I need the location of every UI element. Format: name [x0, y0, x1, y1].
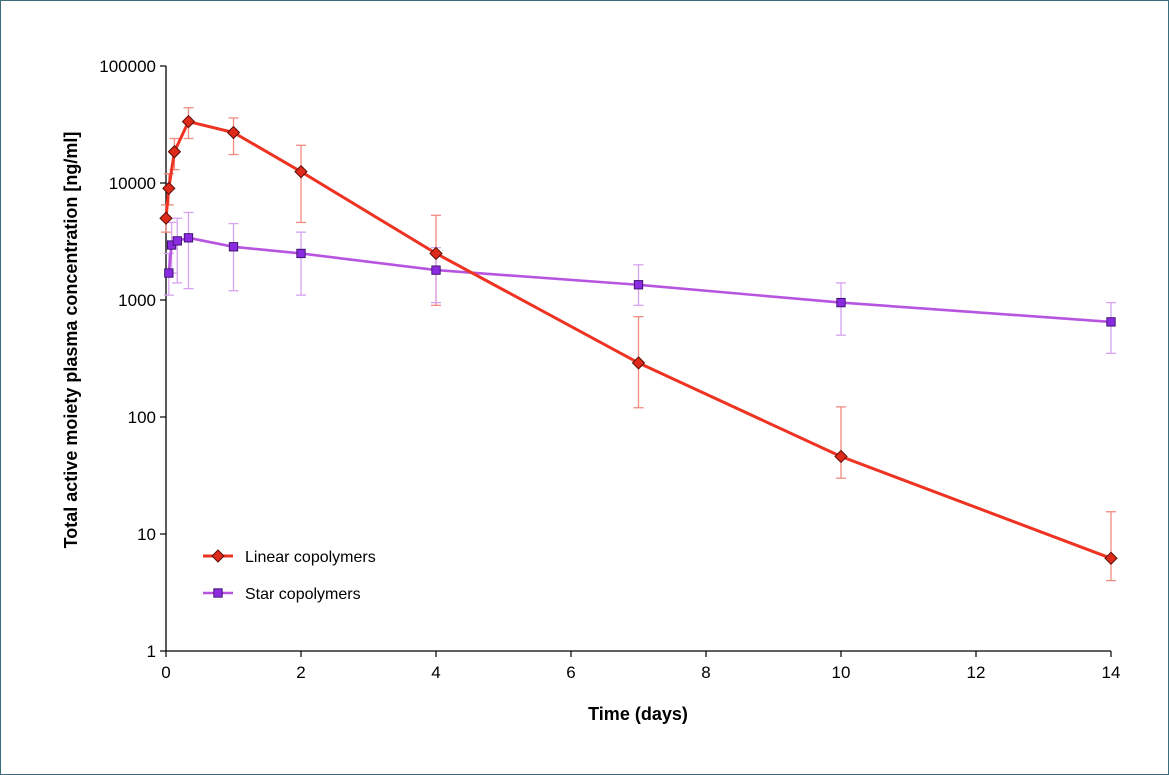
series-line-1	[167, 236, 1112, 324]
y-tick-label: 10000	[109, 174, 156, 193]
legend-marker	[211, 549, 225, 563]
legend-label: Linear copolymers	[245, 549, 376, 566]
data-point	[164, 268, 174, 278]
y-axis-title: Total active moiety plasma concentration…	[61, 132, 81, 549]
x-tick-label: 8	[701, 663, 710, 682]
data-point	[159, 211, 173, 225]
series-markers-0	[159, 114, 1118, 565]
data-point	[1104, 551, 1118, 565]
x-tick-label: 10	[832, 663, 851, 682]
data-point	[633, 280, 644, 290]
data-point	[294, 164, 308, 179]
data-point	[1106, 317, 1116, 327]
series-layer	[159, 107, 1118, 582]
x-tick-label: 12	[967, 663, 986, 682]
data-point	[167, 145, 182, 159]
error-bars-0	[161, 107, 1116, 582]
data-point	[836, 297, 846, 308]
series-line-0	[164, 120, 1112, 560]
legend-item-0: Linear copolymers	[203, 549, 376, 566]
data-point	[631, 356, 646, 370]
y-tick-label: 1	[147, 642, 156, 661]
legend-marker	[213, 588, 223, 598]
series-markers-1	[164, 233, 1116, 327]
data-point	[296, 248, 306, 259]
data-point	[834, 449, 848, 464]
data-point	[431, 265, 441, 275]
data-point	[181, 114, 196, 129]
y-ticks: 1 10 100 1000 10000 100000	[99, 57, 166, 661]
y-tick-label: 100000	[99, 57, 156, 76]
legend-item-1: Star copolymers	[203, 586, 361, 603]
x-tick-label: 4	[431, 663, 440, 682]
x-tick-label: 6	[566, 663, 575, 682]
x-tick-label: 0	[161, 663, 170, 682]
y-tick-label: 100	[128, 408, 156, 427]
data-point	[226, 125, 241, 140]
data-point	[162, 181, 176, 196]
x-tick-label: 2	[296, 663, 305, 682]
x-axis-title: Time (days)	[588, 704, 688, 724]
legend-label: Star copolymers	[245, 586, 361, 603]
y-tick-label: 10	[137, 525, 156, 544]
x-tick-label: 14	[1102, 663, 1121, 682]
data-point	[172, 236, 182, 246]
data-point	[183, 233, 194, 243]
data-point	[429, 246, 443, 261]
legend: Linear copolymers Star copolymers	[203, 549, 376, 603]
data-point	[228, 242, 239, 252]
axes	[165, 66, 1111, 652]
x-ticks: 0 2 4 6 8 10 12 14	[161, 651, 1120, 682]
y-tick-label: 1000	[118, 291, 156, 310]
